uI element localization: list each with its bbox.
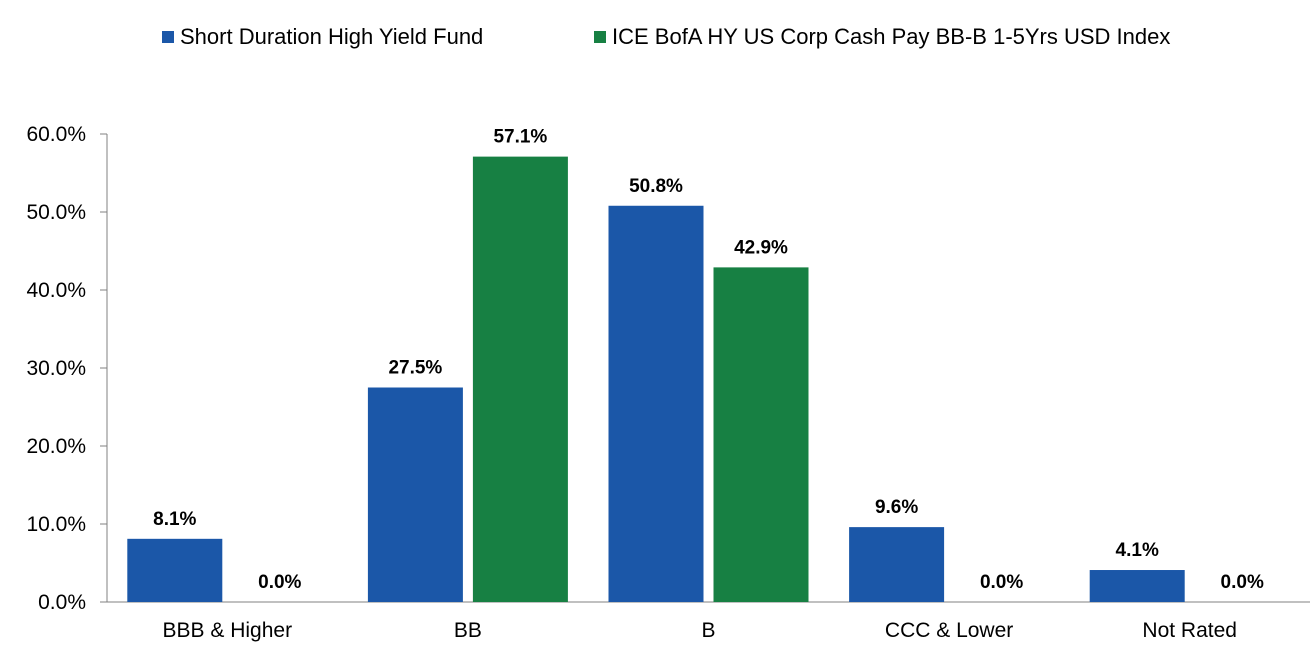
bar (713, 267, 809, 602)
x-tick-label: BBB & Higher (163, 619, 293, 642)
bar (127, 538, 223, 602)
bar (849, 527, 945, 602)
y-tick-label: 50.0% (26, 201, 86, 224)
bar-value-label: 57.1% (493, 127, 547, 148)
y-axis: 0.0% 10.0% 20.0% 30.0% 40.0% 50.0% 60.0% (26, 123, 108, 614)
y-tick-label: 60.0% (26, 123, 86, 146)
bar (472, 156, 568, 602)
x-axis: BBB & Higher BB B CCC & Lower Not Rated (107, 601, 1310, 642)
chart-legend: Short Duration High Yield Fund ICE BofA … (0, 24, 1310, 54)
bar-value-label: 0.0% (258, 572, 301, 593)
data-labels: 8.1% 0.0% 27.5% 57.1% 50.8% 42.9% 9.6% 0.0% 4.1%… (153, 127, 1264, 593)
bar-value-label: 27.5% (388, 358, 442, 379)
bar-value-label: 0.0% (980, 572, 1023, 593)
y-tick-label: 30.0% (26, 357, 86, 380)
legend-label-fund: Short Duration High Yield Fund (180, 24, 484, 49)
x-tick-label: Not Rated (1142, 619, 1237, 642)
y-tick-label: 10.0% (26, 513, 86, 536)
bar-value-label: 0.0% (1221, 572, 1264, 593)
bars (127, 156, 1185, 602)
legend-item-fund: Short Duration High Yield Fund (162, 24, 483, 50)
y-tick-label: 0.0% (38, 591, 86, 614)
y-tick-label: 20.0% (26, 435, 86, 458)
x-tick-label: BB (454, 619, 482, 642)
legend-swatch-index (594, 31, 606, 43)
x-tick-label: B (701, 619, 715, 642)
y-tick-label: 40.0% (26, 279, 86, 302)
bar-value-label: 50.8% (629, 176, 683, 197)
x-tick-label: CCC & Lower (885, 619, 1013, 642)
legend-label-index: ICE BofA HY US Corp Cash Pay BB-B 1-5Yrs… (612, 24, 1171, 49)
bar-value-label: 9.6% (875, 497, 918, 518)
bar (1089, 570, 1185, 602)
bar-value-label: 42.9% (734, 237, 788, 258)
legend-item-index: ICE BofA HY US Corp Cash Pay BB-B 1-5Yrs… (594, 24, 1170, 50)
bar-value-label: 4.1% (1116, 540, 1159, 561)
bar (608, 205, 704, 602)
legend-swatch-fund (162, 31, 174, 43)
bar-value-label: 8.1% (153, 509, 196, 530)
bar (367, 387, 463, 602)
